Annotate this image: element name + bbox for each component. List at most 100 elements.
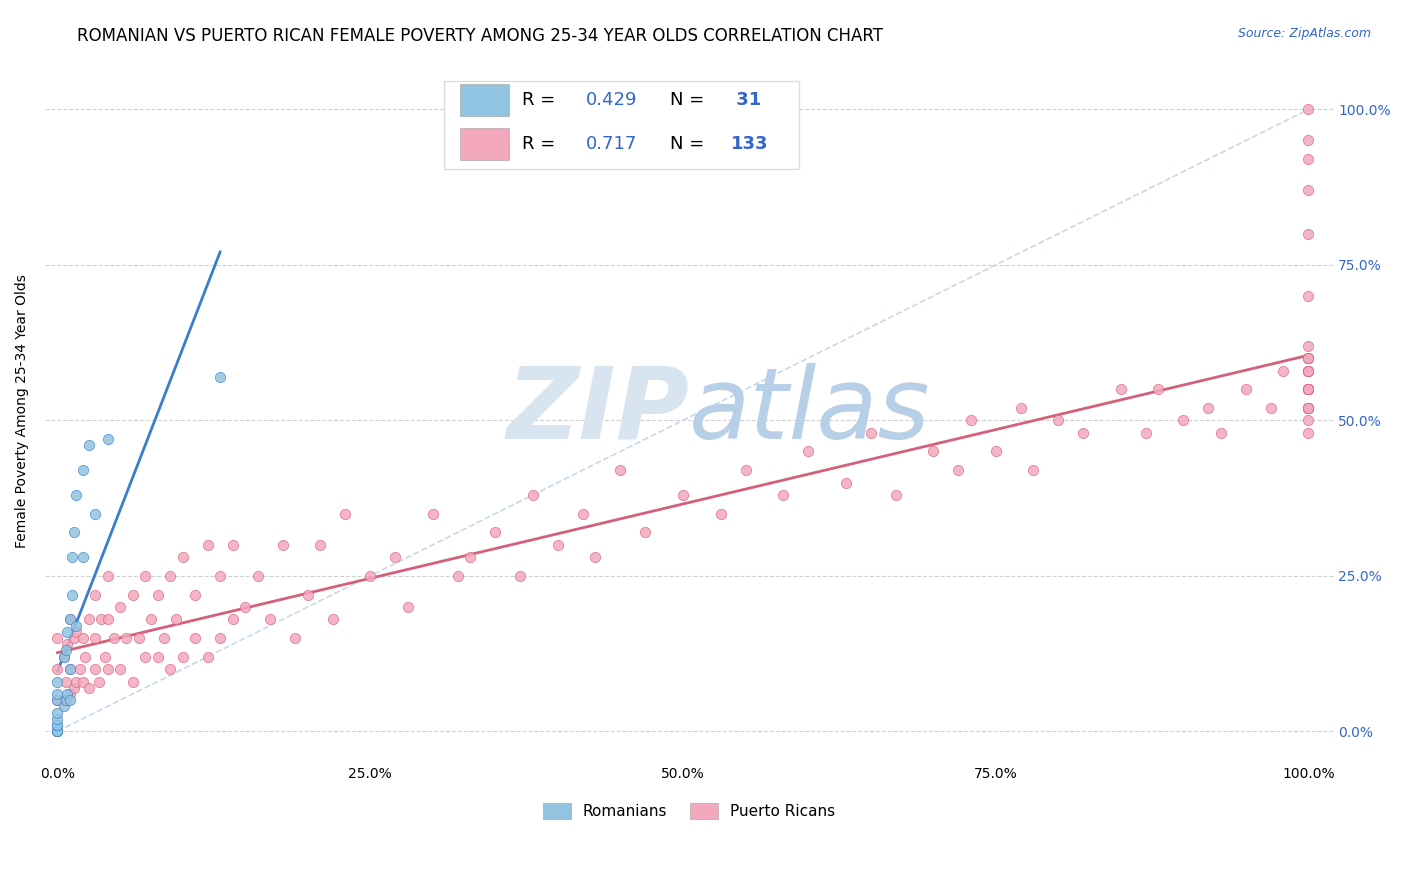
Point: [1135, 425, 1157, 440]
Point: [72, 550, 94, 565]
Point: [84, 587, 107, 601]
Point: [1298, 382, 1320, 396]
Point: [115, 631, 138, 645]
Text: R =: R =: [522, 91, 561, 109]
Text: ROMANIAN VS PUERTO RICAN FEMALE POVERTY AMONG 25-34 YEAR OLDS CORRELATION CHART: ROMANIAN VS PUERTO RICAN FEMALE POVERTY …: [77, 27, 883, 45]
Point: [96, 662, 118, 676]
Point: [46, 724, 69, 739]
Point: [1298, 401, 1320, 415]
Point: [1298, 413, 1320, 427]
Point: [62, 587, 84, 601]
Point: [84, 662, 107, 676]
Point: [65, 674, 87, 689]
Point: [460, 550, 482, 565]
Point: [134, 649, 156, 664]
Point: [72, 463, 94, 477]
Point: [1010, 401, 1032, 415]
Point: [984, 444, 1007, 458]
Text: N =: N =: [669, 135, 710, 153]
Point: [583, 550, 606, 565]
Point: [69, 662, 91, 676]
Text: ZIP: ZIP: [506, 362, 689, 459]
Point: [1209, 425, 1232, 440]
Point: [322, 612, 344, 626]
Point: [52, 699, 75, 714]
Point: [73, 649, 96, 664]
Point: [309, 538, 332, 552]
Point: [72, 631, 94, 645]
Point: [384, 550, 406, 565]
Point: [128, 631, 150, 645]
Point: [1298, 351, 1320, 366]
Point: [56, 624, 79, 639]
Point: [335, 507, 357, 521]
Point: [197, 538, 219, 552]
Point: [1298, 401, 1320, 415]
Point: [90, 612, 112, 626]
Point: [1298, 289, 1320, 303]
Point: [52, 649, 75, 664]
Text: 31: 31: [731, 91, 762, 109]
Point: [56, 687, 79, 701]
Point: [46, 706, 69, 720]
Point: [1173, 413, 1195, 427]
Point: [59, 662, 82, 676]
Point: [484, 525, 506, 540]
Point: [141, 612, 163, 626]
Point: [884, 488, 907, 502]
Point: [72, 674, 94, 689]
Point: [1298, 363, 1320, 377]
Point: [259, 612, 281, 626]
Point: [609, 463, 631, 477]
Text: 0.717: 0.717: [586, 135, 637, 153]
Point: [1298, 382, 1320, 396]
Point: [297, 587, 319, 601]
Point: [197, 649, 219, 664]
Point: [165, 612, 187, 626]
Point: [797, 444, 820, 458]
Point: [46, 724, 69, 739]
Point: [1260, 401, 1282, 415]
Point: [1298, 401, 1320, 415]
Point: [59, 612, 82, 626]
Point: [1197, 401, 1219, 415]
Point: [159, 569, 181, 583]
Point: [509, 569, 531, 583]
Text: 0.429: 0.429: [586, 91, 638, 109]
Point: [422, 507, 444, 521]
Point: [59, 687, 82, 701]
Point: [52, 649, 75, 664]
Point: [46, 687, 69, 701]
Point: [46, 718, 69, 732]
Point: [1298, 382, 1320, 396]
Point: [84, 631, 107, 645]
Point: [1298, 425, 1320, 440]
Point: [62, 631, 84, 645]
Point: [359, 569, 381, 583]
Point: [948, 463, 970, 477]
Point: [46, 724, 69, 739]
Point: [172, 649, 194, 664]
Point: [46, 712, 69, 726]
Point: [922, 444, 945, 458]
Point: [46, 718, 69, 732]
Text: R =: R =: [522, 135, 561, 153]
Point: [221, 612, 243, 626]
Point: [672, 488, 695, 502]
Point: [447, 569, 470, 583]
Point: [709, 507, 731, 521]
Point: [246, 569, 269, 583]
Point: [1298, 351, 1320, 366]
Text: Source: ZipAtlas.com: Source: ZipAtlas.com: [1237, 27, 1371, 40]
Point: [1147, 382, 1170, 396]
Point: [1022, 463, 1045, 477]
Point: [96, 612, 118, 626]
Point: [1298, 382, 1320, 396]
Point: [55, 674, 77, 689]
Point: [153, 631, 176, 645]
Point: [62, 525, 84, 540]
Point: [772, 488, 794, 502]
Point: [547, 538, 569, 552]
Point: [46, 693, 69, 707]
FancyBboxPatch shape: [460, 84, 509, 116]
